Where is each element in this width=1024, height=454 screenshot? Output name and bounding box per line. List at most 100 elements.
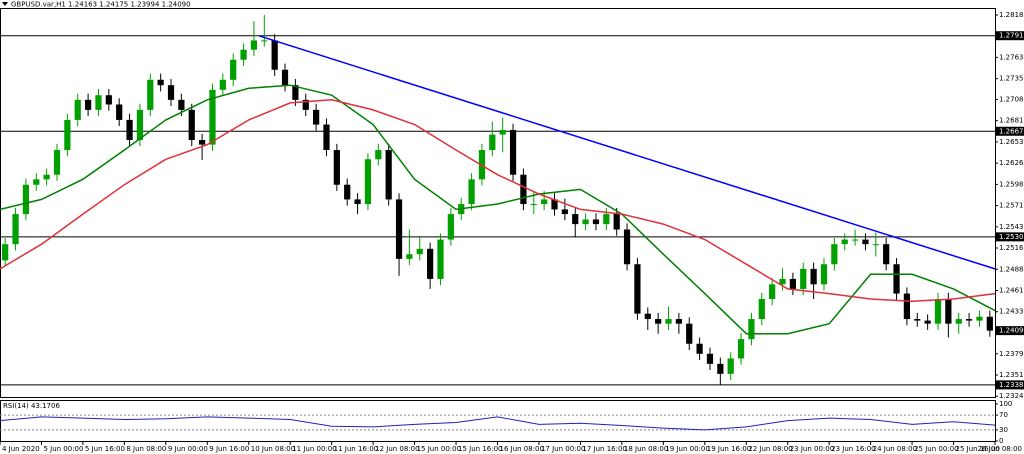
candle-body [841,239,848,245]
candle-body [468,179,475,205]
candle-body [686,323,693,344]
candle-body [116,104,123,120]
x-tick-label: 17 Jun 16:00 [582,445,626,453]
candle-body [188,109,195,140]
candle-body [302,99,309,110]
candle-body [64,119,71,151]
candle-body [520,174,527,205]
candle-body [126,119,133,140]
y-tick-label: 1.25435 [999,223,1024,231]
candle-body [178,99,185,110]
candle-body [665,319,672,324]
candle-body [209,89,216,145]
indicator-line [0,84,996,335]
candle-body [530,204,537,206]
candle-body [199,139,206,145]
candle-body [551,199,558,210]
indicator-line [0,416,996,431]
x-tick-label: 19 Jun 16:00 [707,445,751,453]
candle-body [945,298,952,324]
x-tick-label: 17 Jun 00:00 [541,445,585,453]
candle-body [779,278,786,285]
candle-body [333,150,340,185]
candle-body [375,150,382,160]
indicator-line [258,35,996,270]
menu-arrow [2,2,8,6]
y-tick-label: 1.23790 [999,350,1024,358]
x-tick-label: 5 Jun 16:00 [85,445,125,453]
candle-body [903,293,911,320]
rsi-title: RSI(14) 43.1706 [3,402,60,410]
candle-body [230,59,237,80]
candle-body [240,49,247,60]
candle-body [541,199,548,205]
y-tick-label: 1.26535 [999,138,1024,146]
level-box [996,380,1024,390]
x-tick-label: 25 Jun 00:00 [914,445,958,453]
candle-body [851,239,859,241]
last-price-box [996,326,1024,336]
x-tick-label: 8 Jun 08:00 [126,445,166,453]
y-tick-label: 1.23240 [999,392,1024,400]
candle-body [872,244,879,246]
x-tick-label: 15 Jun 00:00 [417,445,461,453]
x-tick-label: 9 Jun 00:00 [168,445,208,453]
x-tick-label: 11 Jun 00:00 [292,445,336,453]
level-label: 1.25305 [999,233,1024,241]
y-tick-label: 1.27085 [999,95,1024,103]
candle-body [261,40,268,42]
level-box [996,126,1024,136]
candle-body [883,244,890,265]
candle-body [167,85,175,100]
x-tick-label: 23 Jun 16:00 [831,445,875,453]
candle-body [364,159,372,205]
y-tick-label: 30 [999,426,1008,434]
x-tick-label: 24 Jun 08:00 [873,445,917,453]
candle-body [489,134,496,151]
main-frame [0,8,996,398]
candle-body [914,319,921,321]
candle-body [509,129,517,175]
candle-body [427,248,434,279]
candle-body [727,358,734,374]
candle-body [323,124,330,151]
candle-body [271,40,278,70]
candle-body [313,109,320,125]
y-tick-label: 1.26810 [999,117,1024,125]
candle-body [965,319,973,321]
candle-body [613,214,620,230]
y-tick-label: 1.24610 [999,286,1024,294]
y-tick-label: 1.28180 [999,11,1024,19]
candle-body [644,313,651,320]
candle-body [893,264,900,294]
candle-body [717,363,724,374]
candle-body [737,339,745,359]
y-tick-label: 70 [999,411,1008,419]
candle-body [696,343,703,354]
x-tick-label: 26 Jun 08:00 [978,445,1022,453]
candle-body [53,150,61,175]
level-box [996,232,1024,242]
candle-body [769,284,776,299]
candle-body [157,79,164,86]
candle-body [582,219,589,225]
candle-body [789,278,796,289]
x-tick-label: 23 Jun 00:00 [790,445,834,453]
candle-body [986,316,993,331]
y-tick-label: 100 [999,400,1012,408]
x-tick-label: 18 Jun 08:00 [624,445,668,453]
x-tick-label: 5 Jun 00:00 [43,445,83,453]
y-tick-label: 1.24885 [999,265,1024,273]
candle-body [706,353,714,364]
candle-body [862,239,869,245]
level-label: 1.23387 [999,381,1024,389]
candle-body [84,99,92,110]
y-tick-label: 0 [999,437,1003,445]
x-tick-label: 10 Jun 08:00 [251,445,295,453]
candle-body [924,320,931,324]
x-tick-label: 16 Jun 08:00 [500,445,544,453]
candle-body [95,95,102,110]
candle-body [22,184,30,215]
candle-body [12,214,19,245]
candle-body [955,319,962,324]
